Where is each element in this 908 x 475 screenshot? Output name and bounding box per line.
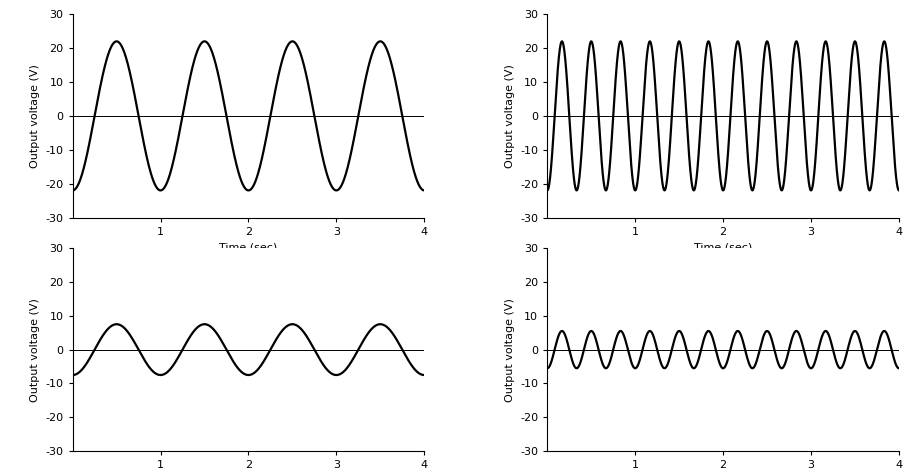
- Y-axis label: Output voltage (V): Output voltage (V): [505, 64, 515, 168]
- Y-axis label: Output voltage (V): Output voltage (V): [505, 298, 515, 401]
- Y-axis label: Output voltage (V): Output voltage (V): [30, 64, 40, 168]
- X-axis label: Time (sec): Time (sec): [220, 242, 278, 252]
- Text: (a) DL = 0 kN, LL = 60 kN, 1.0 Hz: (a) DL = 0 kN, LL = 60 kN, 1.0 Hz: [121, 278, 376, 293]
- Text: (b) DL = 0 kN, LL = 60 kN, 3.0 Hz: (b) DL = 0 kN, LL = 60 kN, 3.0 Hz: [596, 278, 851, 293]
- Y-axis label: Output voltage (V): Output voltage (V): [30, 298, 40, 401]
- X-axis label: Time (sec): Time (sec): [694, 242, 752, 252]
